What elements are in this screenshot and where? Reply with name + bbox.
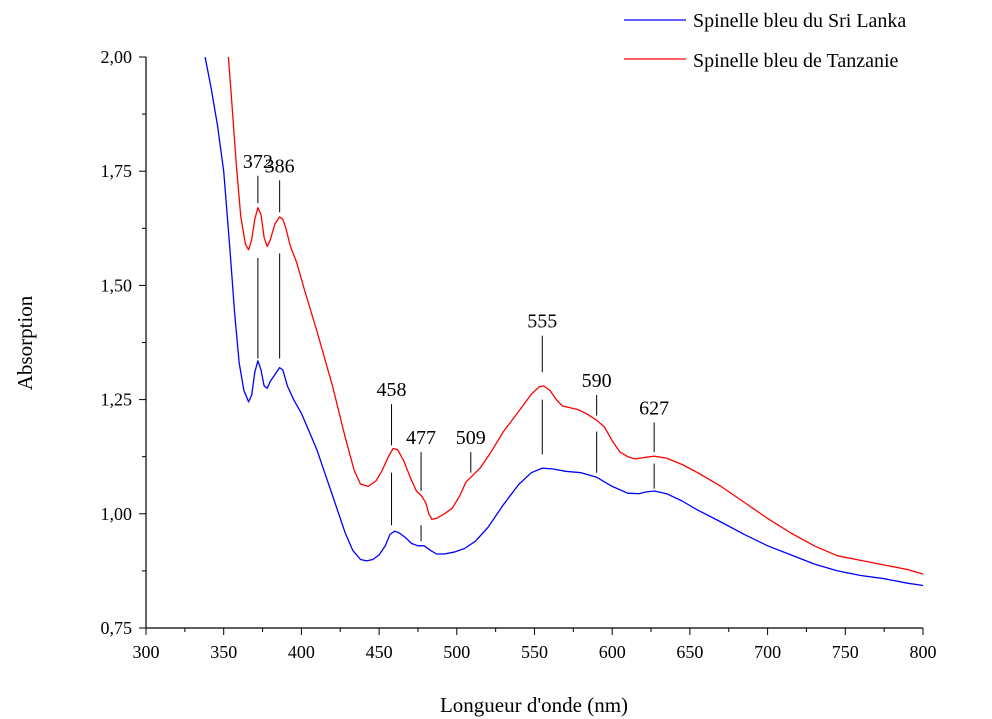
y-tick-label: 1,25: [101, 390, 133, 410]
peak-label: 477: [406, 427, 436, 449]
x-tick-label: 750: [832, 642, 859, 662]
peak-label: 386: [265, 155, 295, 177]
x-tick-label: 500: [443, 642, 470, 662]
peak-label: 509: [456, 427, 486, 449]
legend-label-tanzania: Spinelle bleu de Tanzanie: [693, 50, 899, 72]
y-tick-label: 1,50: [101, 275, 133, 295]
y-tick-label: 1,00: [101, 504, 133, 524]
y-tick-label: 2,00: [101, 47, 133, 67]
x-tick-label: 700: [754, 642, 781, 662]
peak-label: 372: [243, 151, 273, 173]
series-line-1: [227, 56, 924, 575]
x-tick-label: 300: [133, 642, 160, 662]
x-tick-label: 600: [599, 642, 626, 662]
axes: 300 350 400 450 500 550 600 650 700 750 800 0,75 1,0…: [101, 47, 937, 662]
peak-label: 555: [527, 311, 557, 333]
series-layer: [204, 56, 924, 587]
peak-label: 458: [377, 379, 407, 401]
series-line-0: [204, 56, 924, 587]
y-axis-title: Absorption: [13, 295, 37, 390]
x-axis-title: Longueur d'onde (nm): [440, 693, 628, 717]
peak-label: 590: [582, 370, 612, 392]
x-tick-label: 450: [366, 642, 393, 662]
y-tick-label: 0,75: [101, 618, 133, 638]
x-tick-label: 350: [210, 642, 237, 662]
legend: Spinelle bleu du Sri Lanka Spinelle bleu…: [624, 10, 906, 72]
y-tick-label: 1,75: [101, 161, 133, 181]
peak-label: 627: [639, 397, 669, 419]
x-tick-label: 800: [910, 642, 937, 662]
x-tick-label: 400: [288, 642, 315, 662]
legend-label-sri-lanka: Spinelle bleu du Sri Lanka: [693, 10, 906, 32]
x-tick-label: 550: [521, 642, 548, 662]
x-tick-label: 650: [676, 642, 703, 662]
